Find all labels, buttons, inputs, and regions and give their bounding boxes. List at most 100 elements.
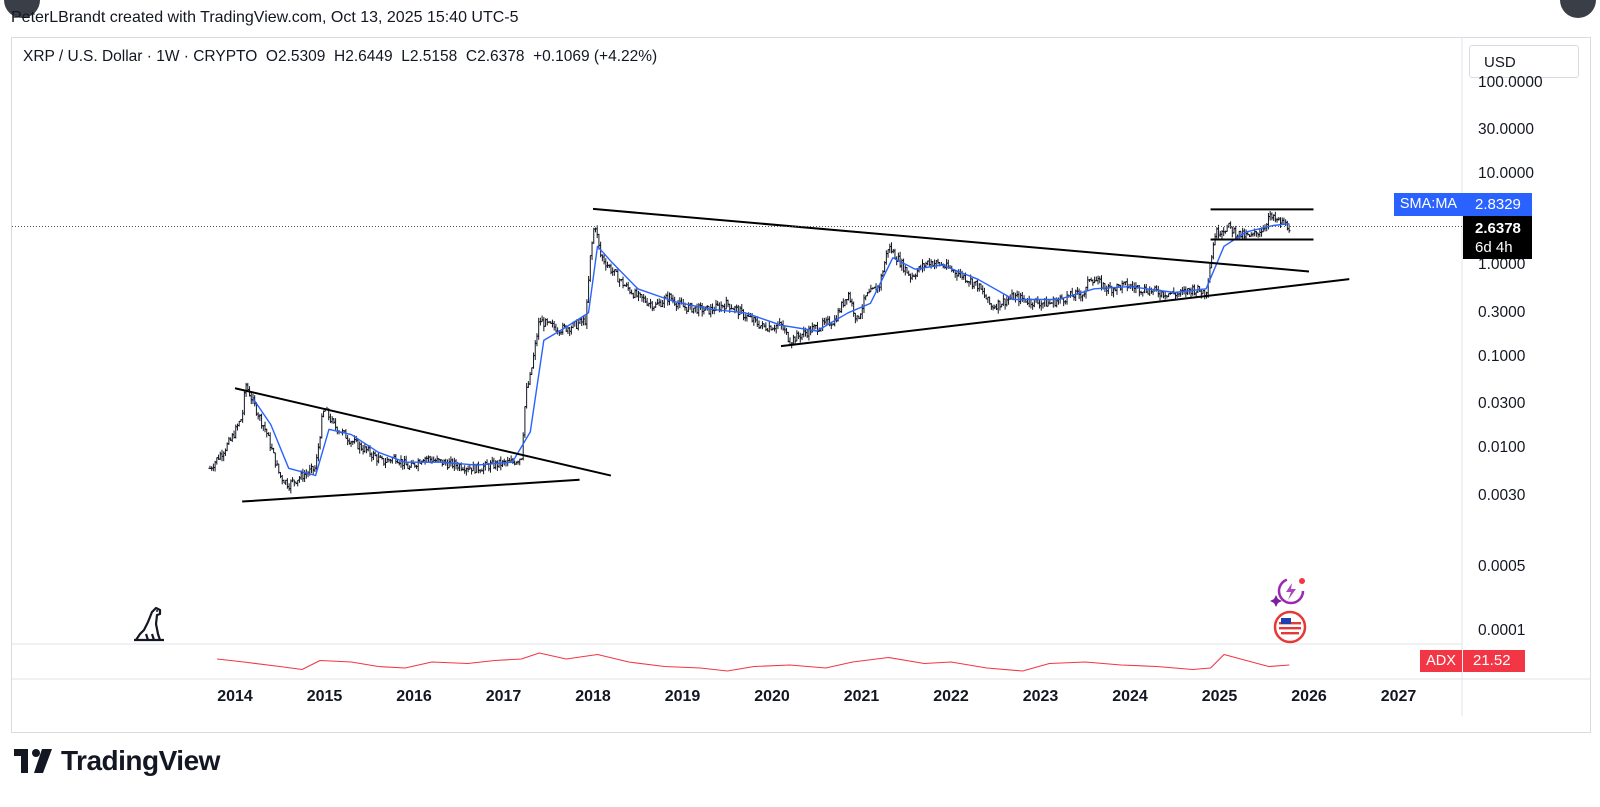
adx-path <box>217 652 1290 672</box>
candle <box>1005 296 1009 307</box>
candle <box>1113 288 1117 292</box>
candle <box>260 413 264 429</box>
last-price-value: 2.6378 <box>1475 220 1521 237</box>
candle <box>375 453 379 466</box>
candle <box>380 455 384 460</box>
pane-separators <box>12 38 1590 716</box>
candle <box>867 288 871 294</box>
candle <box>933 259 937 270</box>
price-axis-label: 1.0000 <box>1478 256 1526 273</box>
price-axis-label: 0.0100 <box>1478 439 1526 456</box>
time-axis-label: 2016 <box>396 688 432 705</box>
candle <box>638 292 642 299</box>
candle <box>490 456 494 464</box>
candle <box>301 468 305 482</box>
us-flag-icon[interactable] <box>1273 610 1307 644</box>
candle <box>595 225 599 239</box>
candle <box>552 320 556 331</box>
candle <box>864 295 868 301</box>
candle <box>957 269 961 277</box>
time-axis-label: 2022 <box>933 688 969 705</box>
candle <box>227 436 231 445</box>
candle <box>1051 296 1055 308</box>
sma-path <box>252 223 1290 477</box>
candle <box>693 306 697 313</box>
candle <box>316 443 320 462</box>
candle <box>495 460 499 472</box>
candle <box>509 455 513 462</box>
candle <box>1027 295 1031 308</box>
candle <box>1096 275 1100 285</box>
candle <box>1034 297 1038 303</box>
tradingview-brand[interactable]: TradingView <box>14 745 220 777</box>
candle <box>292 479 296 487</box>
candle <box>590 241 594 260</box>
legend-close: C2.6378 <box>465 48 525 65</box>
chart-credit: PeterLBrandt created with TradingView.co… <box>11 9 519 26</box>
candle <box>1227 222 1231 228</box>
candle <box>523 406 527 438</box>
price-axis-label: 0.1000 <box>1478 347 1526 365</box>
candle <box>676 299 680 310</box>
candle <box>215 457 219 465</box>
candle <box>358 441 362 454</box>
candle <box>654 301 658 308</box>
candle <box>542 317 546 332</box>
candle <box>330 416 334 424</box>
trendline <box>242 478 580 503</box>
candle <box>1141 291 1145 297</box>
adx-line <box>217 652 1290 672</box>
candle <box>1094 276 1098 282</box>
candle <box>1287 224 1291 233</box>
sma-line <box>252 223 1290 477</box>
candle <box>406 461 410 470</box>
candle <box>600 254 604 262</box>
candle <box>785 327 789 335</box>
candle <box>1020 291 1024 302</box>
candle <box>822 317 826 325</box>
price-axis-label: 0.0300 <box>1478 395 1526 413</box>
candle <box>898 251 902 268</box>
candle <box>377 452 381 464</box>
candles <box>208 210 1291 494</box>
candle <box>588 255 592 282</box>
candle <box>690 302 694 313</box>
candle <box>506 456 510 467</box>
candle <box>649 298 653 309</box>
candle <box>445 459 449 470</box>
time-axis-label: 2017 <box>485 688 522 705</box>
candle <box>1230 226 1234 238</box>
candle <box>1044 296 1048 307</box>
candle <box>621 276 625 289</box>
candle <box>852 301 856 317</box>
candle <box>289 479 293 494</box>
candle <box>222 451 226 462</box>
candle <box>471 461 475 472</box>
candle <box>1017 291 1021 307</box>
candle <box>786 331 790 343</box>
currency-selector[interactable]: USD <box>1469 45 1579 78</box>
dinosaur-icon[interactable] <box>130 604 170 644</box>
close-icon[interactable] <box>4 0 40 18</box>
candle <box>287 483 291 491</box>
expand-icon[interactable] <box>1560 0 1596 18</box>
sparkle-lightning-icon[interactable] <box>1270 575 1308 609</box>
candle <box>1039 300 1043 311</box>
candle <box>218 451 222 461</box>
candle <box>235 423 239 431</box>
candle <box>650 301 654 312</box>
candle <box>1273 211 1277 223</box>
candle <box>540 315 544 323</box>
candle <box>280 475 284 485</box>
time-axis-label: 2014 <box>217 688 253 705</box>
candle <box>1041 302 1045 309</box>
candle <box>1115 283 1119 295</box>
candle <box>604 258 608 271</box>
time-axis-label: 2023 <box>1022 688 1059 705</box>
candle <box>735 304 739 313</box>
candle <box>914 273 918 280</box>
candle <box>633 288 637 299</box>
candle <box>1179 289 1183 297</box>
candle <box>692 307 696 314</box>
